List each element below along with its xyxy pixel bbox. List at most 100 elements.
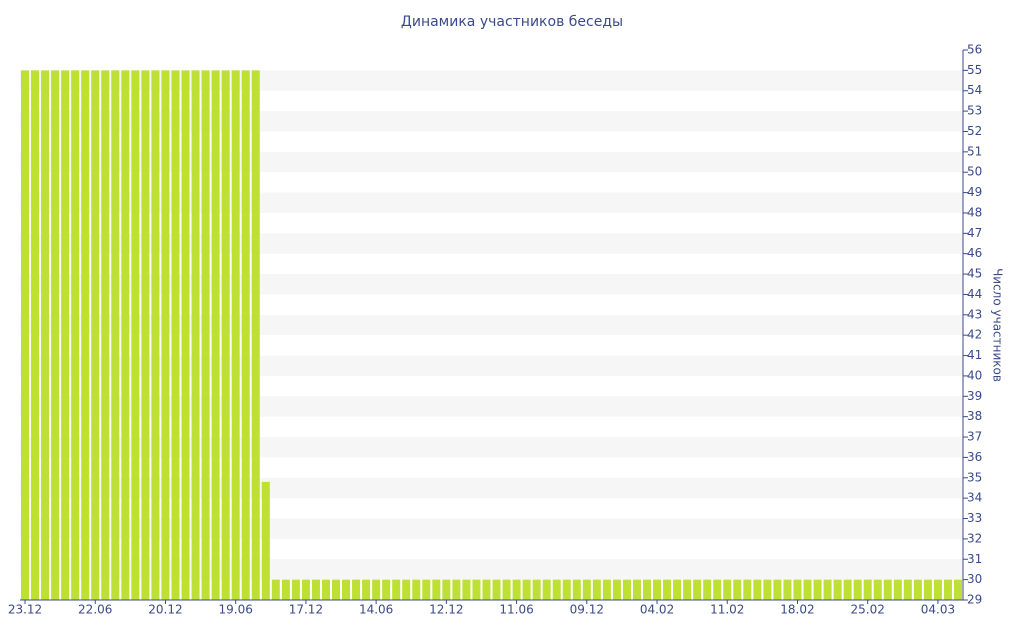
y-tick-label: 53 xyxy=(967,104,982,118)
y-tick-label: 46 xyxy=(967,246,982,260)
bar xyxy=(331,579,341,600)
bar xyxy=(903,579,912,600)
bar xyxy=(382,579,391,600)
bar xyxy=(21,70,30,601)
bar xyxy=(462,579,471,600)
bar xyxy=(271,579,280,600)
bar xyxy=(773,579,782,600)
x-tick-label: 11.02 xyxy=(710,603,744,617)
bar xyxy=(452,579,461,600)
bar xyxy=(171,70,180,601)
bar xyxy=(372,579,381,600)
bar xyxy=(281,579,290,600)
bar xyxy=(121,70,130,601)
x-tick-label: 23.12 xyxy=(8,603,42,617)
bar xyxy=(572,579,581,600)
bar xyxy=(653,579,662,600)
bar xyxy=(352,579,361,600)
bar xyxy=(592,579,601,600)
bar xyxy=(703,579,712,600)
bar xyxy=(713,579,722,600)
y-tick-label: 48 xyxy=(967,205,982,219)
y-tick-label: 37 xyxy=(967,430,982,444)
bar xyxy=(873,579,882,600)
bar xyxy=(763,579,772,600)
bar xyxy=(482,579,491,600)
x-tick-label: 04.03 xyxy=(921,603,955,617)
bar xyxy=(823,579,832,600)
y-tick-label: 39 xyxy=(967,389,982,403)
bar xyxy=(221,70,230,601)
chart-title: Динамика участников беседы xyxy=(401,14,623,30)
y-axis-label: Число участников xyxy=(991,268,1005,382)
x-tick-label: 09.12 xyxy=(570,603,604,617)
bar xyxy=(663,579,672,600)
y-tick-label: 47 xyxy=(967,226,982,240)
bar xyxy=(422,579,431,600)
x-tick-label: 18.02 xyxy=(780,603,814,617)
y-tick-label: 32 xyxy=(967,531,982,545)
bar xyxy=(923,579,932,600)
bar xyxy=(673,579,682,600)
bar xyxy=(231,70,240,601)
bar xyxy=(41,70,50,601)
bar xyxy=(723,579,732,600)
y-tick-label: 33 xyxy=(967,511,982,525)
bar xyxy=(642,579,652,600)
y-tick-label: 30 xyxy=(967,572,982,586)
x-tick-label: 25.02 xyxy=(851,603,885,617)
bar xyxy=(933,579,942,600)
bar xyxy=(191,70,200,601)
bar xyxy=(833,579,842,600)
bar xyxy=(562,579,571,600)
bar xyxy=(502,579,511,600)
y-tick-label: 40 xyxy=(967,368,982,382)
bar xyxy=(71,70,80,601)
bar xyxy=(893,579,902,600)
y-tick-label: 45 xyxy=(967,267,982,281)
y-tick-label: 56 xyxy=(967,43,982,57)
bar xyxy=(843,579,852,600)
bar xyxy=(793,579,802,600)
y-tick-label: 52 xyxy=(967,124,982,138)
bar xyxy=(261,481,270,600)
bar xyxy=(512,579,521,600)
bar xyxy=(602,579,611,600)
x-tick-label: 22.06 xyxy=(78,603,112,617)
bar xyxy=(311,579,320,600)
bar xyxy=(432,579,441,600)
y-tick-label: 50 xyxy=(967,165,982,179)
bar xyxy=(201,70,210,601)
bar xyxy=(241,70,250,601)
bar xyxy=(622,579,631,600)
bar xyxy=(693,579,702,600)
bar xyxy=(913,579,922,600)
bar xyxy=(211,70,220,601)
bar xyxy=(582,579,591,600)
y-tick-label: 36 xyxy=(967,450,982,464)
x-tick-label: 04.02 xyxy=(640,603,674,617)
x-tick-label: 12.12 xyxy=(429,603,463,617)
y-tick-label: 55 xyxy=(967,63,982,77)
y-tick-label: 43 xyxy=(967,307,982,321)
bar xyxy=(291,579,300,600)
bar xyxy=(943,579,952,600)
bar xyxy=(51,70,60,601)
bar xyxy=(612,579,621,600)
y-tick-label: 49 xyxy=(967,185,982,199)
bar xyxy=(392,579,401,600)
bar xyxy=(632,579,641,600)
bar xyxy=(522,579,531,600)
bar xyxy=(342,579,351,600)
y-tick-label: 51 xyxy=(967,144,982,158)
bar xyxy=(321,579,330,600)
bar xyxy=(442,579,451,600)
bar xyxy=(492,579,501,600)
x-tick-label: 20.12 xyxy=(148,603,182,617)
bar xyxy=(552,579,561,600)
bar xyxy=(61,70,70,601)
bar xyxy=(301,579,310,600)
bar xyxy=(743,579,752,600)
bar xyxy=(131,70,140,601)
bar xyxy=(883,579,892,600)
